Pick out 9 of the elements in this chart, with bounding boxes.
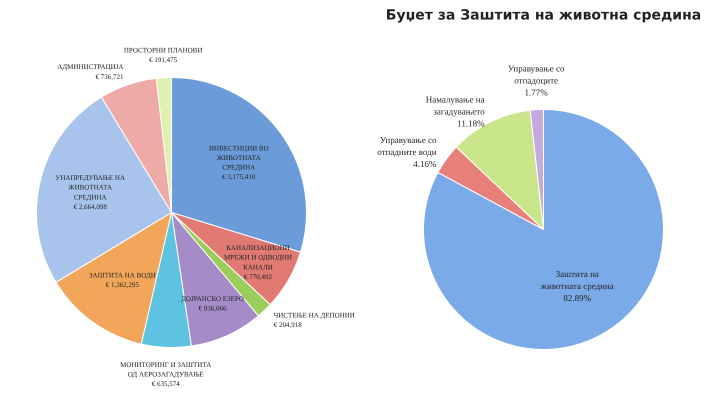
data-label: 1.77% [524, 88, 548, 98]
slice-label: Управување со отпадните води [377, 135, 438, 158]
data-label: 4.16% [413, 159, 438, 170]
data-label: 11.18% [457, 118, 486, 128]
slice-label: Управување со отпадоците [508, 64, 566, 86]
data-label: 82.89% [563, 293, 592, 304]
slice-label: Намалување на загадувањето [426, 94, 486, 116]
slice-label: Заштита на животната средина [540, 269, 614, 292]
chart-title: Буџет за Заштита на животна средина [386, 8, 702, 24]
